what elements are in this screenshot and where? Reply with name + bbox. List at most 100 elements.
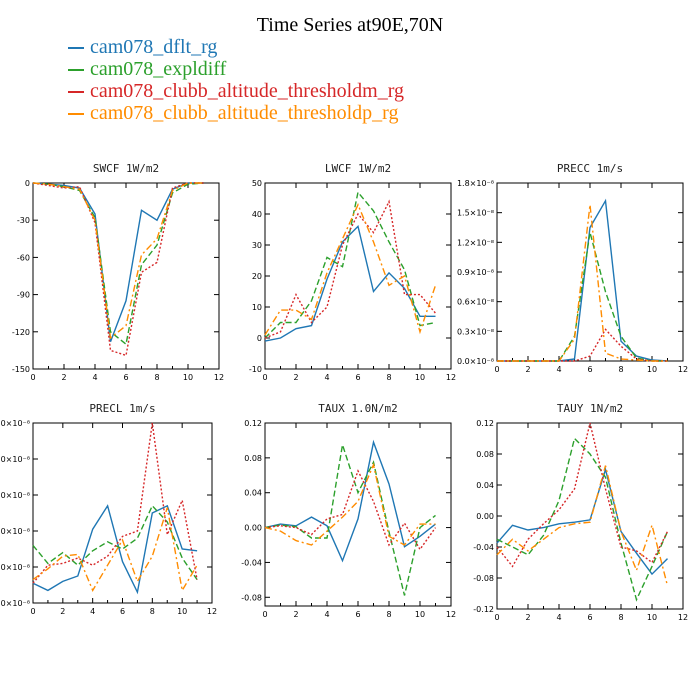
plot-frame (264, 182, 452, 370)
x-tick-label: 4 (556, 613, 561, 622)
legend-label: cam078_clubb_altitude_thresholdm_rg (90, 80, 405, 102)
y-tick-label: 0.04 (476, 481, 494, 490)
series-line-2 (264, 469, 437, 551)
series-line-0 (264, 439, 436, 563)
panel-0: SWCF 1W/m2 0 2 4 6 8 10 12 0 -30 -60 -90 -120 -150 (12, 162, 224, 382)
x-tick-label: 6 (123, 373, 128, 382)
y-tick-label: -10 (249, 365, 262, 374)
x-tick-label: 8 (618, 613, 623, 622)
y-tick-label: -120 (12, 328, 30, 337)
panel-title: SWCF 1W/m2 (93, 162, 159, 175)
y-tick-label: 0.12 (244, 419, 262, 428)
series-line-0 (496, 466, 668, 576)
y-tick-label: 10 (252, 303, 262, 312)
x-tick-label: 10 (415, 610, 425, 619)
panel-2: PRECC 1m/s 0 2 4 6 8 10 12 0.0×10⁻⁸ 0.3×10⁻⁸ 0.6×1… (457, 162, 688, 374)
y-tick-label: 0.6×10⁻⁸ (457, 298, 494, 307)
x-tick-label: 4 (324, 373, 329, 382)
y-tick-label: 40 (252, 210, 262, 219)
y-tick-label: 0.0×10⁻⁸ (0, 599, 30, 608)
x-tick-label: 10 (415, 373, 425, 382)
series-line-2 (496, 422, 669, 568)
x-tick-label: 10 (647, 365, 657, 374)
x-tick-label: 0 (262, 373, 267, 382)
series-line-3 (264, 202, 437, 336)
x-tick-label: 8 (618, 365, 623, 374)
y-tick-label: 20 (252, 272, 262, 281)
x-tick-label: 12 (214, 373, 224, 382)
y-tick-label: 1.5×10⁻⁸ (457, 209, 494, 218)
y-tick-label: 2.0×10⁻⁸ (0, 527, 30, 536)
x-tick-label: 8 (386, 610, 391, 619)
y-tick-label: -0.04 (241, 558, 262, 567)
panel-title: TAUY 1N/m2 (557, 402, 623, 415)
x-tick-label: 6 (587, 365, 592, 374)
x-tick-label: 0 (30, 373, 35, 382)
series-line-1 (32, 182, 204, 346)
series-line-0 (32, 504, 198, 595)
x-tick-label: 4 (90, 607, 95, 616)
panel-title: PRECC 1m/s (557, 162, 623, 175)
y-tick-label: -0.12 (473, 605, 494, 614)
panel-3: PRECL 1m/s 0 2 4 6 8 10 12 0.0×10⁻⁸ 1.0×10⁻⁸ 2.0×1… (0, 402, 217, 616)
panel-title: PRECL 1m/s (89, 402, 155, 415)
x-tick-label: 4 (324, 610, 329, 619)
series-line-0 (32, 182, 204, 342)
series-line-2 (497, 328, 668, 362)
x-tick-label: 4 (556, 365, 561, 374)
legend-label: cam078_clubb_altitude_thresholdp_rg (90, 102, 399, 124)
y-tick-label: -0.08 (473, 574, 494, 583)
series-line-1 (32, 504, 198, 580)
x-tick-label: 4 (92, 373, 97, 382)
x-tick-label: 12 (446, 610, 456, 619)
y-tick-label: 3.0×10⁻⁸ (0, 491, 30, 500)
y-tick-label: 30 (252, 241, 262, 250)
x-tick-label: 0 (262, 610, 267, 619)
x-tick-label: 2 (525, 365, 530, 374)
y-tick-label: 0 (257, 334, 262, 343)
x-tick-label: 8 (386, 373, 391, 382)
y-tick-label: 1.0×10⁻⁸ (0, 563, 30, 572)
y-tick-label: 0 (25, 179, 30, 188)
y-tick-label: 0.12 (476, 419, 494, 428)
legend-entry-thresholdp: cam078_clubb_altitude_thresholdp_rg (68, 102, 398, 124)
y-tick-label: -0.04 (473, 543, 494, 552)
panel-title: LWCF 1W/m2 (325, 162, 391, 175)
series-line-2 (264, 199, 437, 339)
y-tick-label: 0.00 (244, 524, 262, 533)
legend-swatch (68, 113, 84, 116)
x-tick-label: 12 (207, 607, 217, 616)
x-tick-label: 10 (183, 373, 193, 382)
x-tick-label: 2 (525, 613, 530, 622)
y-tick-label: 0.08 (244, 454, 262, 463)
series-line-2 (32, 422, 198, 584)
legend-swatch (68, 91, 84, 94)
series-line-3 (32, 182, 204, 340)
plot-frame (496, 422, 684, 610)
legend-entry-dflt: cam078_dflt_rg (68, 36, 217, 58)
x-tick-label: 0 (30, 607, 35, 616)
y-tick-label: 0.04 (244, 489, 262, 498)
x-tick-label: 8 (150, 607, 155, 616)
x-tick-label: 0 (494, 613, 499, 622)
series-line-1 (496, 437, 669, 602)
legend-label: cam078_dflt_rg (90, 36, 218, 58)
series-line-1 (264, 190, 436, 339)
x-tick-label: 2 (61, 373, 66, 382)
x-tick-label: 2 (60, 607, 65, 616)
x-tick-label: 10 (177, 607, 187, 616)
panel-4: TAUX 1.0N/m2 0 2 4 6 8 10 12 -0.08 -0.04 0.00 0.04 0… (241, 402, 456, 619)
x-tick-label: 12 (678, 613, 688, 622)
series-line-3 (32, 507, 198, 593)
y-tick-label: 0.00 (476, 512, 494, 521)
panel-title: TAUX 1.0N/m2 (318, 402, 397, 415)
x-tick-label: 2 (293, 373, 298, 382)
x-tick-label: 12 (446, 373, 456, 382)
y-tick-label: 5.0×10⁻⁸ (0, 419, 30, 428)
y-tick-label: -150 (12, 365, 30, 374)
legend-swatch (68, 47, 84, 50)
plot-frame (264, 422, 452, 607)
y-tick-label: -90 (17, 291, 30, 300)
x-tick-label: 12 (678, 365, 688, 374)
